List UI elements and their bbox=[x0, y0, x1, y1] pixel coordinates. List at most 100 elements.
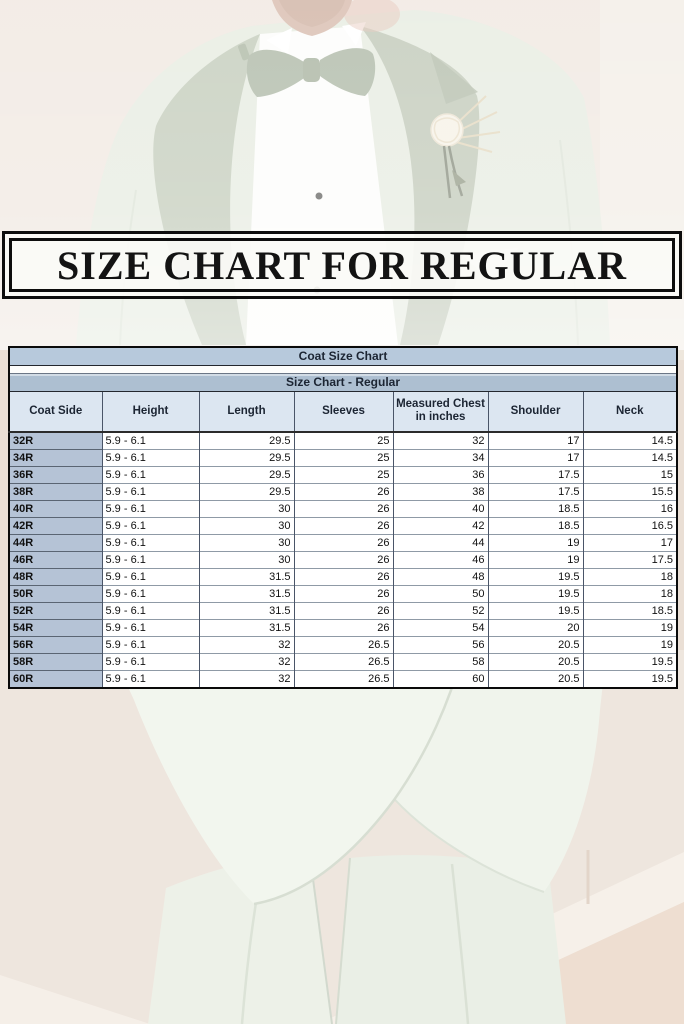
cell: 15.5 bbox=[582, 482, 678, 500]
table-row: 56R 5.9 - 6.1 32 26.5 56 20.5 19 bbox=[8, 635, 678, 653]
cell: 29.5 bbox=[198, 448, 295, 466]
cell: 20 bbox=[487, 618, 584, 636]
table-row: 48R 5.9 - 6.1 31.5 26 48 19.5 18 bbox=[8, 567, 678, 585]
table-row: 50R 5.9 - 6.1 31.5 26 50 19.5 18 bbox=[8, 584, 678, 602]
cell: 40 bbox=[392, 499, 489, 517]
coat-size-cell: 48R bbox=[8, 567, 103, 585]
cell: 26 bbox=[293, 618, 394, 636]
cell: 16.5 bbox=[582, 516, 678, 534]
cell: 26 bbox=[293, 584, 394, 602]
coat-size-cell: 46R bbox=[8, 550, 103, 568]
cell: 32 bbox=[392, 431, 489, 449]
cell: 32 bbox=[198, 669, 295, 688]
cell: 26 bbox=[293, 516, 394, 534]
cell: 5.9 - 6.1 bbox=[101, 669, 200, 688]
column-header: Shoulder bbox=[487, 391, 584, 433]
cell: 17.5 bbox=[582, 550, 678, 568]
cell: 19.5 bbox=[582, 652, 678, 670]
cell: 56 bbox=[392, 635, 489, 653]
cell: 20.5 bbox=[487, 635, 584, 653]
cell: 29.5 bbox=[198, 482, 295, 500]
white-wash-overlay-bottom bbox=[0, 650, 684, 1024]
cell: 18 bbox=[582, 584, 678, 602]
cell: 18.5 bbox=[582, 601, 678, 619]
cell: 36 bbox=[392, 465, 489, 483]
cell: 30 bbox=[198, 550, 295, 568]
cell: 26 bbox=[293, 567, 394, 585]
table-row: 32R 5.9 - 6.1 29.5 25 32 17 14.5 bbox=[8, 431, 678, 449]
coat-size-cell: 50R bbox=[8, 584, 103, 602]
cell: 16 bbox=[582, 499, 678, 517]
cell: 50 bbox=[392, 584, 489, 602]
table-row: 40R 5.9 - 6.1 30 26 40 18.5 16 bbox=[8, 499, 678, 517]
cell: 19 bbox=[582, 618, 678, 636]
cell: 38 bbox=[392, 482, 489, 500]
cell: 58 bbox=[392, 652, 489, 670]
cell: 26 bbox=[293, 601, 394, 619]
cell: 18 bbox=[582, 567, 678, 585]
cell: 5.9 - 6.1 bbox=[101, 567, 200, 585]
table-row: 36R 5.9 - 6.1 29.5 25 36 17.5 15 bbox=[8, 465, 678, 483]
title-banner-inner: SIZE CHART FOR REGULAR bbox=[9, 238, 675, 292]
cell: 20.5 bbox=[487, 669, 584, 688]
cell: 26.5 bbox=[293, 652, 394, 670]
cell: 31.5 bbox=[198, 584, 295, 602]
spacer-row bbox=[9, 365, 678, 374]
cell: 17.5 bbox=[487, 465, 584, 483]
size-chart-table: Coat Size Chart Size Chart - Regular Coa… bbox=[8, 346, 679, 689]
cell: 25 bbox=[293, 448, 394, 466]
table-row: 60R 5.9 - 6.1 32 26.5 60 20.5 19.5 bbox=[8, 669, 678, 688]
cell: 31.5 bbox=[198, 567, 295, 585]
cell: 19.5 bbox=[487, 567, 584, 585]
coat-size-cell: 56R bbox=[8, 635, 103, 653]
coat-size-cell: 38R bbox=[8, 482, 103, 500]
cell: 42 bbox=[392, 516, 489, 534]
cell: 48 bbox=[392, 567, 489, 585]
cell: 5.9 - 6.1 bbox=[101, 601, 200, 619]
cell: 5.9 - 6.1 bbox=[101, 448, 200, 466]
cell: 30 bbox=[198, 516, 295, 534]
table-row: 52R 5.9 - 6.1 31.5 26 52 19.5 18.5 bbox=[8, 601, 678, 619]
table-row: 54R 5.9 - 6.1 31.5 26 54 20 19 bbox=[8, 618, 678, 636]
cell: 19.5 bbox=[487, 584, 584, 602]
cell: 25 bbox=[293, 465, 394, 483]
coat-size-cell: 60R bbox=[8, 669, 103, 688]
table-row: 46R 5.9 - 6.1 30 26 46 19 17.5 bbox=[8, 550, 678, 568]
cell: 26 bbox=[293, 533, 394, 551]
cell: 44 bbox=[392, 533, 489, 551]
cell: 29.5 bbox=[198, 431, 295, 449]
table-row: 34R 5.9 - 6.1 29.5 25 34 17 14.5 bbox=[8, 448, 678, 466]
cell: 5.9 - 6.1 bbox=[101, 550, 200, 568]
table-row: 38R 5.9 - 6.1 29.5 26 38 17.5 15.5 bbox=[8, 482, 678, 500]
cell: 46 bbox=[392, 550, 489, 568]
cell: 18.5 bbox=[487, 499, 584, 517]
column-header: Length bbox=[198, 391, 295, 433]
cell: 31.5 bbox=[198, 601, 295, 619]
table-title-row: Coat Size Chart bbox=[9, 347, 678, 366]
table-title: Coat Size Chart bbox=[9, 347, 678, 366]
cell: 5.9 - 6.1 bbox=[101, 482, 200, 500]
cell: 30 bbox=[198, 533, 295, 551]
pant-leg-left bbox=[148, 854, 332, 1024]
title-banner: SIZE CHART FOR REGULAR bbox=[2, 231, 682, 299]
cell: 19 bbox=[582, 635, 678, 653]
banner-title: SIZE CHART FOR REGULAR bbox=[57, 242, 627, 288]
cell: 19 bbox=[487, 533, 584, 551]
cell: 32 bbox=[198, 652, 295, 670]
cell: 60 bbox=[392, 669, 489, 688]
table-row: 44R 5.9 - 6.1 30 26 44 19 17 bbox=[8, 533, 678, 551]
cell: 17 bbox=[487, 431, 584, 449]
cell: 5.9 - 6.1 bbox=[101, 465, 200, 483]
cell: 17 bbox=[487, 448, 584, 466]
cell: 5.9 - 6.1 bbox=[101, 618, 200, 636]
coat-size-cell: 32R bbox=[8, 431, 103, 449]
column-header: Measured Chest in inches bbox=[392, 391, 489, 433]
table-row: 58R 5.9 - 6.1 32 26.5 58 20.5 19.5 bbox=[8, 652, 678, 670]
cell: 5.9 - 6.1 bbox=[101, 499, 200, 517]
cell: 30 bbox=[198, 499, 295, 517]
cell: 5.9 - 6.1 bbox=[101, 533, 200, 551]
cell: 26 bbox=[293, 550, 394, 568]
cell: 5.9 - 6.1 bbox=[101, 516, 200, 534]
cell: 19 bbox=[487, 550, 584, 568]
